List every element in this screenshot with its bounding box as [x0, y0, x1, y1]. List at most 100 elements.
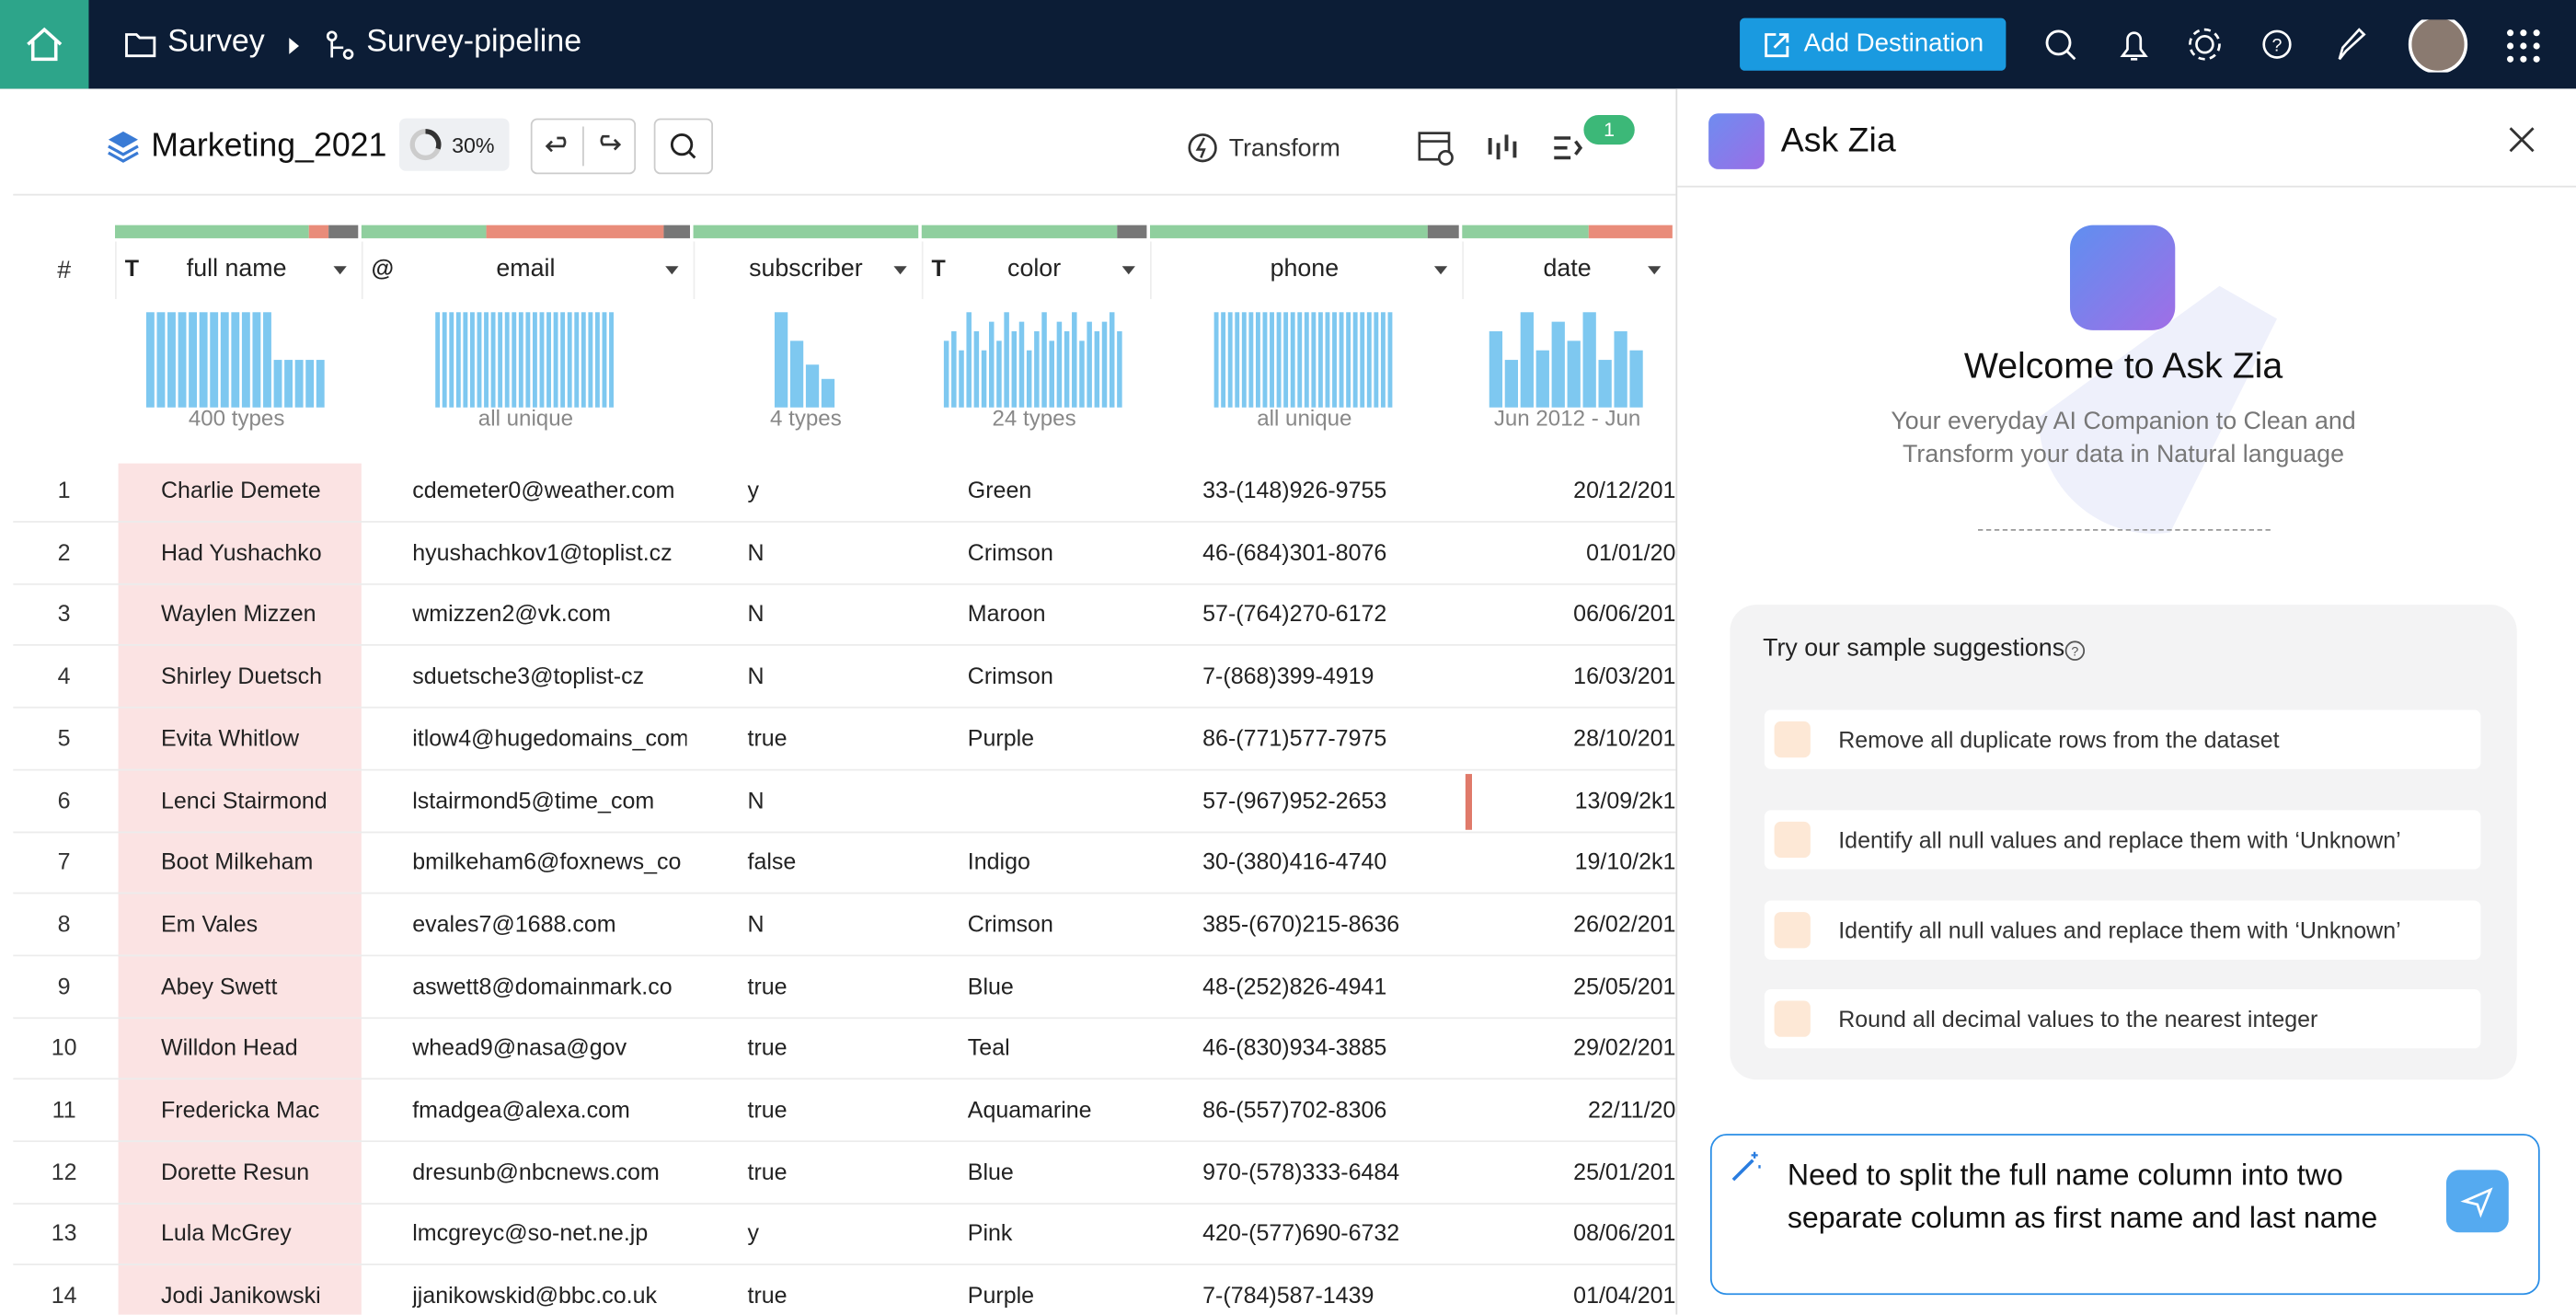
pipeline-link[interactable]: Survey-pipeline: [366, 25, 581, 61]
histogram-bar: [284, 360, 293, 408]
send-button[interactable]: [2446, 1170, 2509, 1232]
column-menu[interactable]: [1646, 264, 1662, 277]
table-cell: N: [747, 584, 914, 645]
table-cell: N: [747, 646, 914, 707]
svg-text:?: ?: [2272, 35, 2283, 55]
histogram-bar: [1027, 351, 1032, 408]
quality-bar: [1118, 225, 1147, 238]
quality-label: 30%: [452, 133, 494, 158]
histogram-bar: [456, 312, 461, 408]
column-histogram: [922, 309, 1147, 408]
table-cell: 25/01/201: [1462, 1142, 1675, 1203]
row-number: 9: [13, 956, 115, 1017]
histogram-bar: [463, 312, 467, 408]
quality-chip[interactable]: 30%: [399, 119, 510, 171]
column-summary: Jun 2012 - Jun: [1462, 406, 1673, 431]
column-menu[interactable]: [1432, 264, 1449, 277]
table-cell: 420-(577)690-6732: [1202, 1204, 1455, 1264]
histogram-bar: [1019, 322, 1025, 408]
table-cell: 46-(830)934-3885: [1202, 1018, 1455, 1079]
histogram-bar: [525, 312, 530, 408]
home-button[interactable]: [0, 0, 88, 88]
column-menu[interactable]: [1121, 264, 1137, 277]
suggestion-chip[interactable]: Remove all duplicate rows from the datas…: [1765, 709, 2481, 768]
histogram-bar: [790, 340, 803, 408]
suggestion-chip[interactable]: Round all decimal values to the nearest …: [1765, 989, 2481, 1048]
table-cell: lmcgreyc@so-net.ne.jp: [412, 1204, 686, 1264]
table-cell: 86-(771)577-7975: [1202, 708, 1455, 768]
histogram-bar: [609, 312, 614, 408]
table-cell: itlow4@hugedomains_com: [412, 708, 686, 768]
table-cell: Boot Milkeham: [161, 832, 355, 893]
svg-text:?: ?: [2071, 644, 2078, 659]
histogram-bar: [1536, 351, 1549, 408]
suggestion-chip[interactable]: Identify all null values and replace the…: [1765, 901, 2481, 960]
add-destination-button[interactable]: Add Destination: [1740, 18, 2006, 71]
histogram-bar: [1388, 312, 1393, 408]
histogram-bar: [1117, 331, 1122, 408]
histogram-bar: [1346, 312, 1351, 408]
table-cell: 385-(670)215-8636: [1202, 894, 1455, 954]
table-cell: Purple: [968, 1265, 1144, 1314]
histogram-bar: [1583, 312, 1596, 408]
histogram-bar: [1087, 322, 1092, 408]
histogram-bar: [806, 364, 819, 408]
row-number: 7: [13, 832, 115, 893]
histogram-bar: [588, 312, 592, 408]
column-histogram: [115, 309, 358, 408]
suggestion-chip[interactable]: Identify all null values and replace the…: [1765, 810, 2481, 869]
histogram-bar: [540, 312, 545, 408]
table-cell: whead9@nasa@gov: [412, 1018, 686, 1079]
histogram-bar: [822, 379, 834, 408]
table-cell: fmadgea@alexa.com: [412, 1079, 686, 1140]
table-cell: Em Vales: [161, 894, 355, 954]
table-cell: true: [747, 1265, 914, 1314]
pipeline-icon: [326, 29, 355, 63]
histogram-bar: [1598, 360, 1611, 408]
table-cell: Had Yushachko: [161, 522, 355, 583]
bulb-icon: [1775, 912, 1811, 948]
table-cell: 16/03/201: [1462, 646, 1675, 707]
prompt-text[interactable]: Need to split the full name column into …: [1788, 1154, 2412, 1240]
quality-bar: [115, 225, 309, 238]
column-summary: all unique: [1150, 406, 1459, 431]
histogram-bar: [554, 312, 558, 408]
histogram-bar: [316, 360, 325, 408]
table-cell: Maroon: [968, 584, 1144, 645]
histogram-bar: [252, 312, 260, 408]
histogram-bar: [1305, 312, 1309, 408]
histogram-bar: [1568, 340, 1581, 408]
histogram-bar: [574, 312, 579, 408]
welcome-subtitle: Your everyday AI Companion to Clean and …: [1874, 406, 2372, 471]
transform-button[interactable]: Transform: [1229, 134, 1340, 162]
column-summary: 24 types: [922, 406, 1147, 431]
quality-bar: [329, 225, 359, 238]
transform-icon: [1186, 132, 1219, 165]
search-button[interactable]: [654, 119, 713, 175]
undo-redo[interactable]: [531, 119, 636, 175]
row-number: 14: [13, 1265, 115, 1314]
histogram-bar: [982, 351, 987, 408]
table-cell: 28/10/201: [1462, 708, 1675, 768]
histogram-bar: [595, 312, 600, 408]
project-link[interactable]: Survey: [167, 25, 265, 61]
home-icon: [0, 0, 88, 88]
table-cell: Aquamarine: [968, 1079, 1144, 1140]
table-cell: bmilkeham6@foxnews_co: [412, 832, 686, 893]
table-cell: 08/06/201: [1462, 1204, 1675, 1264]
table-cell: 33-(148)926-9755: [1202, 460, 1455, 521]
search-icon: [655, 120, 711, 172]
column-menu[interactable]: [892, 264, 909, 277]
column-menu[interactable]: [332, 264, 349, 277]
close-button[interactable]: [2505, 123, 2538, 156]
histogram-bar: [1041, 312, 1047, 408]
table-cell: 19/10/2k1: [1462, 832, 1675, 893]
histogram-bar: [1235, 312, 1239, 408]
row-number: 12: [13, 1142, 115, 1203]
help-icon: ?: [2064, 640, 2087, 663]
table-cell: Charlie Demete: [161, 460, 355, 521]
column-menu[interactable]: [663, 264, 680, 277]
row-number: 2: [13, 522, 115, 583]
histogram-bar: [560, 312, 565, 408]
